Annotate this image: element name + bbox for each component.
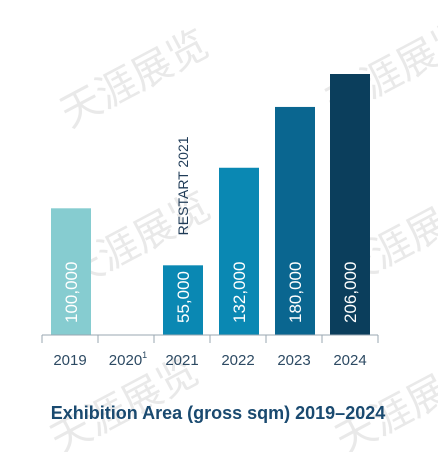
- bar-2019: [51, 208, 91, 335]
- bar-2021: [163, 265, 203, 335]
- x-tick-label: 2024: [333, 352, 366, 369]
- x-tick-label: 2022: [221, 352, 254, 369]
- watermark-text: 天涯展览: [53, 21, 216, 137]
- bars-layer: 100,000 55,000 132,000 180,000 206,000: [51, 74, 370, 336]
- x-tick-label: 20201: [109, 350, 147, 369]
- x-tick-label: 2021: [165, 352, 198, 369]
- bar-value-label: 100,000: [62, 262, 81, 323]
- bar-value-label: 132,000: [230, 262, 249, 323]
- bar-2024: [330, 74, 370, 335]
- annotation-restart: RESTART 2021: [175, 136, 191, 235]
- bar-2022: [219, 167, 259, 335]
- bar-value-label: 206,000: [341, 262, 360, 323]
- annotations: RESTART 2021: [175, 136, 191, 235]
- x-tick-label: 2023: [277, 352, 310, 369]
- bar-value-label: 180,000: [286, 262, 305, 323]
- x-tick-labels: 2019 20201 2021 2022 2023 2024: [53, 350, 366, 369]
- bar-2023: [275, 106, 315, 336]
- x-tick-label: 2019: [53, 352, 86, 369]
- x-axis: [41, 334, 379, 343]
- footnote-marker: 1: [142, 350, 147, 360]
- bar-value-label: 55,000: [174, 271, 193, 323]
- chart-title: Exhibition Area (gross sqm) 2019–2024: [51, 403, 385, 423]
